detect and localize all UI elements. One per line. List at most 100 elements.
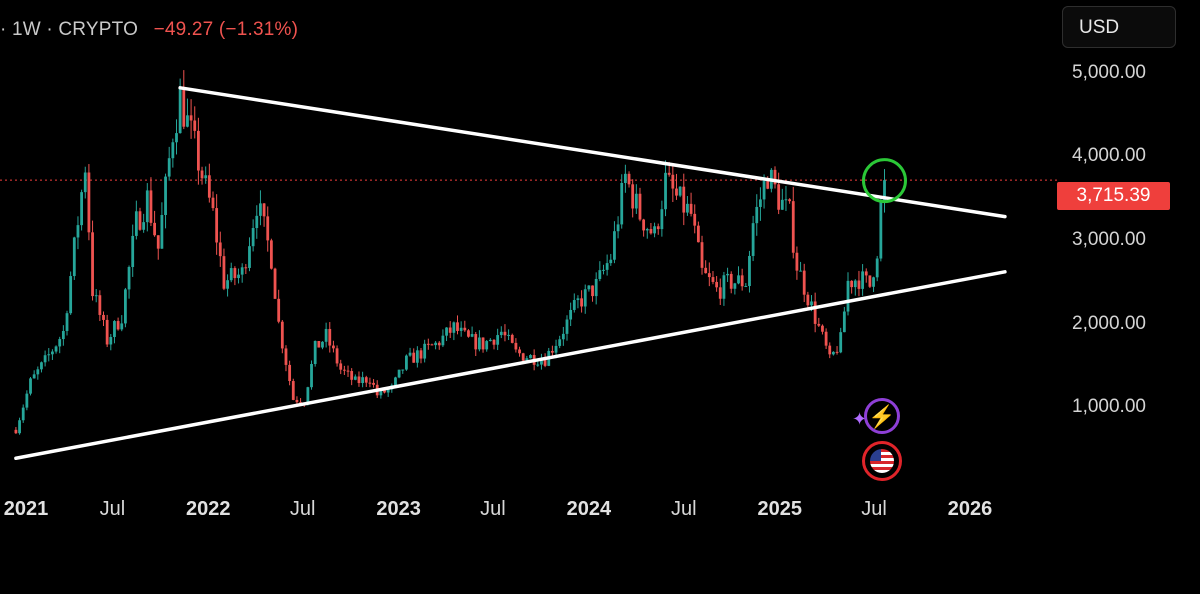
candle-body bbox=[29, 378, 32, 394]
candle-body bbox=[310, 363, 313, 388]
candle-body bbox=[193, 120, 197, 131]
candle-body bbox=[762, 180, 766, 200]
candle-body bbox=[580, 298, 583, 307]
us-flag-icon[interactable] bbox=[862, 441, 902, 481]
candle-body bbox=[682, 186, 686, 213]
candle-body bbox=[755, 206, 759, 224]
candle-body bbox=[131, 235, 135, 268]
candle-body bbox=[463, 327, 467, 331]
candle-body bbox=[83, 172, 87, 193]
candle-body bbox=[810, 301, 813, 306]
candle-body bbox=[379, 389, 383, 396]
candle-body bbox=[156, 235, 160, 249]
candle-body bbox=[288, 364, 292, 382]
candle-body bbox=[109, 337, 113, 345]
candle-body bbox=[145, 190, 149, 223]
candle-body bbox=[397, 369, 401, 378]
candle-body bbox=[321, 341, 324, 348]
candle-body bbox=[105, 319, 109, 345]
candle-body bbox=[613, 231, 616, 260]
candle-body bbox=[821, 325, 824, 332]
y-tick-label: 3,000.00 bbox=[1072, 229, 1146, 250]
price-change-label: −49.27 (−1.31%) bbox=[153, 19, 299, 40]
candle-body bbox=[554, 345, 558, 353]
candle-body bbox=[204, 175, 208, 179]
candle-body bbox=[164, 176, 167, 216]
candle-body bbox=[372, 382, 375, 385]
candle-body bbox=[857, 280, 861, 289]
candle-body bbox=[718, 287, 722, 299]
candle-body bbox=[777, 184, 781, 210]
candle-body bbox=[591, 285, 594, 297]
candle-body bbox=[675, 188, 678, 196]
candle-body bbox=[134, 211, 138, 236]
candle-body bbox=[875, 258, 879, 278]
candle-body bbox=[222, 256, 226, 289]
candle-body bbox=[215, 208, 219, 243]
candle-body bbox=[273, 268, 277, 299]
sparkle-lightning-icon[interactable]: ⚡ bbox=[864, 398, 900, 434]
candle-body bbox=[605, 263, 609, 270]
candle-body bbox=[623, 173, 627, 183]
candle-body bbox=[262, 203, 266, 217]
candle-body bbox=[656, 226, 660, 230]
candle-body bbox=[634, 193, 638, 209]
x-tick-label: Jul bbox=[480, 498, 506, 520]
candle-body bbox=[813, 301, 817, 324]
candle-body bbox=[43, 355, 47, 363]
candle-body bbox=[492, 339, 496, 345]
candle-body bbox=[167, 158, 171, 177]
candle-body bbox=[317, 341, 321, 348]
x-tick-label: 2025 bbox=[757, 498, 802, 520]
candle-body bbox=[576, 298, 580, 301]
symbol-interval-label: · 1W · CRYPTO bbox=[0, 19, 139, 40]
y-tick-label: 2,000.00 bbox=[1072, 312, 1146, 334]
candle-body bbox=[58, 339, 62, 347]
candle-body bbox=[828, 345, 832, 355]
candle-body bbox=[587, 285, 591, 290]
candle-body bbox=[21, 407, 25, 421]
candle-body bbox=[386, 389, 390, 393]
candle-body bbox=[744, 286, 748, 288]
candle-body bbox=[737, 275, 740, 284]
candle-body bbox=[123, 289, 127, 324]
candle-body bbox=[306, 387, 310, 405]
candle-body bbox=[175, 133, 178, 143]
candle-body bbox=[182, 88, 186, 127]
candle-body bbox=[91, 232, 94, 297]
y-tick-label: 5,000.00 bbox=[1072, 61, 1146, 83]
x-tick-label: 2021 bbox=[3, 498, 49, 520]
candle-body bbox=[664, 172, 667, 210]
candle-body bbox=[536, 364, 540, 366]
candle-body bbox=[189, 115, 193, 121]
candle-body bbox=[76, 225, 80, 238]
candle-body bbox=[339, 363, 343, 370]
last-price-label: 3,715.39 bbox=[1057, 182, 1170, 210]
candle-body bbox=[233, 268, 237, 279]
candle-body bbox=[861, 271, 865, 289]
candle-body bbox=[437, 342, 441, 346]
candle-body bbox=[824, 331, 828, 346]
currency-button[interactable]: USD bbox=[1062, 6, 1176, 48]
candle-body bbox=[335, 348, 339, 364]
candle-body bbox=[561, 333, 565, 340]
candle-body bbox=[244, 267, 248, 269]
candle-body bbox=[481, 337, 485, 350]
candle-body bbox=[868, 275, 872, 287]
candle-body bbox=[616, 224, 620, 232]
sparkle-icon: ✦ bbox=[852, 409, 868, 429]
candle-body bbox=[419, 350, 423, 359]
candle-body bbox=[412, 352, 416, 363]
candle-body bbox=[196, 130, 200, 171]
x-tick-label: Jul bbox=[99, 498, 126, 520]
candle-body bbox=[540, 359, 543, 365]
candle-body bbox=[835, 351, 839, 353]
candle-body bbox=[456, 322, 459, 331]
upper-trendline bbox=[178, 86, 1007, 219]
candle-body bbox=[620, 182, 624, 225]
candle-body bbox=[733, 283, 737, 289]
candle-body bbox=[226, 280, 229, 289]
candle-body bbox=[711, 277, 715, 282]
candle-body bbox=[65, 313, 69, 331]
